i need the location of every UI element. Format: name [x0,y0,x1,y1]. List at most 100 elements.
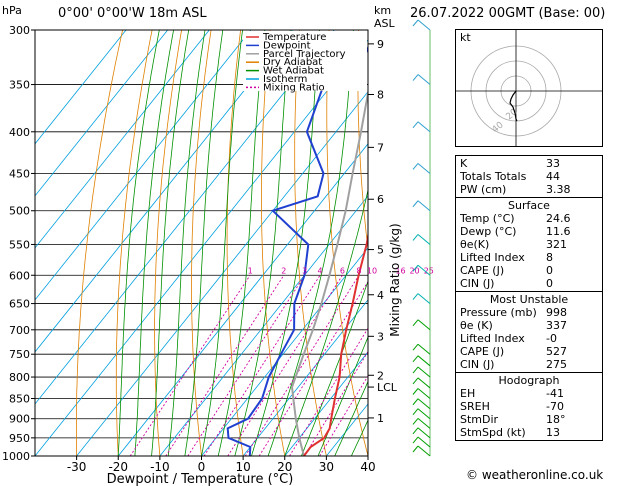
mixing-ratio-label: 16 [395,266,405,275]
dry-adiabat-line [191,30,212,456]
mixing-ratio-label: 6 [340,266,345,275]
wet-adiabat-line [217,30,266,456]
wind-barb [417,264,431,276]
wind-barb-flag [412,366,419,374]
temperature-tick-label: 10 [235,460,250,474]
legend-entry: Temperature [262,32,326,43]
isotherm-line [35,39,368,456]
wind-barb-flag [412,377,419,385]
pressure-tick-label: 600 [9,269,30,282]
dry-adiabat-line [624,30,629,456]
surface-row: Dewp (°C) 11.6 [460,225,571,238]
surface-row: CAPE (J) 0 [460,264,553,277]
pressure-tick-label: 650 [9,298,30,311]
index-row: Totals Totals 44 [460,170,560,183]
wind-barb-flag [412,264,419,272]
mixing-ratio-line [165,275,285,456]
wet-adiabat-line [151,30,190,456]
wind-barb-flag [412,163,419,170]
hodograph-unit-label: kt [460,31,471,44]
pressure-tick-label: 900 [9,413,30,426]
mixing-ratio-axis-label: Mixing Ratio (g/kg) [388,223,402,336]
wind-barb-flag [412,19,419,27]
km-tick-label: 2 [377,369,384,382]
km-tick-label: 8 [377,89,384,102]
pressure-tick-label: 550 [9,238,30,251]
legend-entry: Mixing Ratio [263,82,325,93]
parcel-trajectory-line [290,87,368,456]
mixing-ratio-line [304,350,368,456]
isotherm-line [35,30,252,301]
mixing-ratio-label: 1 [248,266,253,275]
wet-adiabat-line [267,30,354,456]
most-unstable-section: Most Unstable Pressure (mb) 998 θe (K) 337… [456,291,602,372]
isotherm-line [284,351,368,456]
most-unstable-row: Pressure (mb) 998 [460,306,567,319]
km-tick-label: 5 [377,244,384,257]
wet-adiabat-line [167,30,206,456]
most-unstable-row: CIN (J) 275 [460,358,567,371]
temperature-tick-label: 0 [198,460,206,474]
hodograph-row: StmSpd (kt) 13 [460,426,560,439]
wind-barb-flag [412,355,419,363]
wind-barb-flag [412,418,419,425]
temperature-tick-label: -20 [108,460,128,474]
wind-barb [417,234,431,245]
wind-barb [417,355,431,367]
pressure-tick-label: 800 [9,371,30,384]
hodograph: kt 20 40 [455,29,603,147]
index-row: K 33 [460,157,560,170]
legend-entry: Isotherm [263,74,307,85]
mixing-ratio-label: 3 [302,266,307,275]
hodograph-row: SREH -70 [460,400,564,413]
wind-barb [417,74,431,85]
wind-barb [417,200,431,212]
km-tick-label: 9 [377,38,384,51]
most-unstable-row: Lifted Index -0 [460,332,557,345]
km-tick-label: 7 [377,141,384,154]
indices-table: K 33 Totals Totals 44 PW (cm) 3.38 Surface … [455,155,603,441]
datetime-label: 26.07.2022 00GMT (Base: 00) [410,6,606,21]
isotherm-line [117,143,368,456]
wind-barb-flag [412,121,419,129]
legend-box [243,31,367,91]
wind-barb-flag [412,293,419,300]
legend-entry: Wet Adiabat [263,66,324,77]
km-tick-label: 1 [377,412,384,425]
index-row: PW (cm) 3.38 [460,183,571,196]
legend-entry: Dry Adiabat [263,57,322,68]
km-tick-label: 6 [377,193,384,206]
wind-barb [417,398,431,410]
pressure-unit-label: hPa [2,4,22,17]
footer-credit[interactable]: © weatheronline.co.uk [466,468,604,482]
dewpoint-line [226,45,368,456]
km-tick-label: 3 [377,330,384,343]
wet-adiabat-line [334,380,368,456]
wind-barb [417,163,431,174]
wind-barb-flag [412,319,419,327]
hodograph-section: Hodograph EH -41 SREH -70 StmDir 18° StmSpd… [456,372,602,440]
wind-barb-flag [412,427,419,435]
mixing-ratio-label: 8 [356,266,361,275]
isotherm-line [35,30,210,249]
pressure-tick-label: 950 [9,432,30,445]
mixing-ratio-line [227,275,343,456]
isotherm-line [35,30,127,145]
wind-barb [417,418,431,429]
pressure-tick-label: 300 [9,24,30,37]
asl-unit-label: ASL [374,17,395,30]
km-tick-label: 4 [377,289,384,302]
pressure-tick-label: 350 [9,79,30,92]
km-tick-label: LCL [377,381,398,394]
most-unstable-row: θe (K) 337 [460,319,567,332]
wind-barb-flag [412,445,419,453]
top-indices: K 33 Totals Totals 44 PW (cm) 3.38 [456,156,602,197]
wind-barb-flag [412,200,419,208]
km-unit-label: km [374,4,392,17]
hodograph-row: EH -41 [460,387,564,400]
pressure-tick-label: 400 [9,126,30,139]
wind-barb-flag [412,408,419,416]
pressure-tick-label: 700 [9,324,30,337]
temperature-tick-label: 40 [360,460,375,474]
